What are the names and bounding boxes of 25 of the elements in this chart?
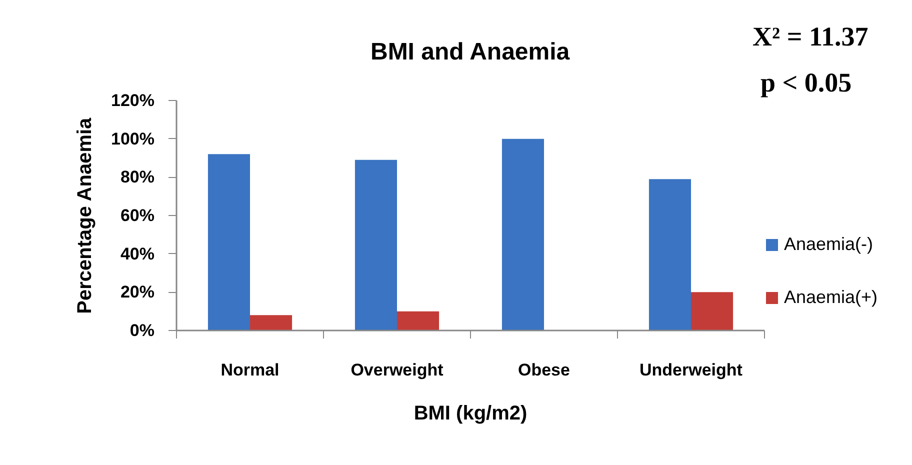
y-tick-label: 80% — [120, 168, 155, 187]
bar — [354, 160, 397, 330]
y-tick-label: 40% — [120, 244, 155, 264]
chart-title: BMI and Anaemia — [370, 38, 570, 66]
x-tick-label: Overweight — [350, 360, 444, 380]
y-axis-title: Percentage Anaemia — [74, 116, 96, 314]
y-tick-label: 100% — [111, 129, 155, 148]
legend-label: Anaemia(-) — [784, 234, 874, 255]
x-axis-title: BMI (kg/m2) — [414, 402, 528, 424]
y-tick-label: 0% — [130, 321, 155, 340]
bar — [397, 311, 440, 330]
bar — [250, 315, 292, 330]
legend-label: Anaemia(+) — [784, 287, 878, 308]
y-tick-label: 60% — [120, 206, 155, 225]
y-tick-label: 120% — [111, 91, 155, 110]
bar — [648, 179, 691, 330]
text: X² = 11.37 — [752, 22, 868, 52]
x-tick-label: Normal — [220, 360, 280, 380]
x-tick-label: Underweight — [640, 360, 743, 380]
y-tick-label: 20% — [120, 282, 155, 302]
bar — [502, 138, 544, 330]
x-tick-label: Obese — [518, 360, 570, 380]
text: p < 0.05 — [760, 68, 852, 98]
bar — [208, 154, 250, 330]
bar — [691, 292, 734, 330]
